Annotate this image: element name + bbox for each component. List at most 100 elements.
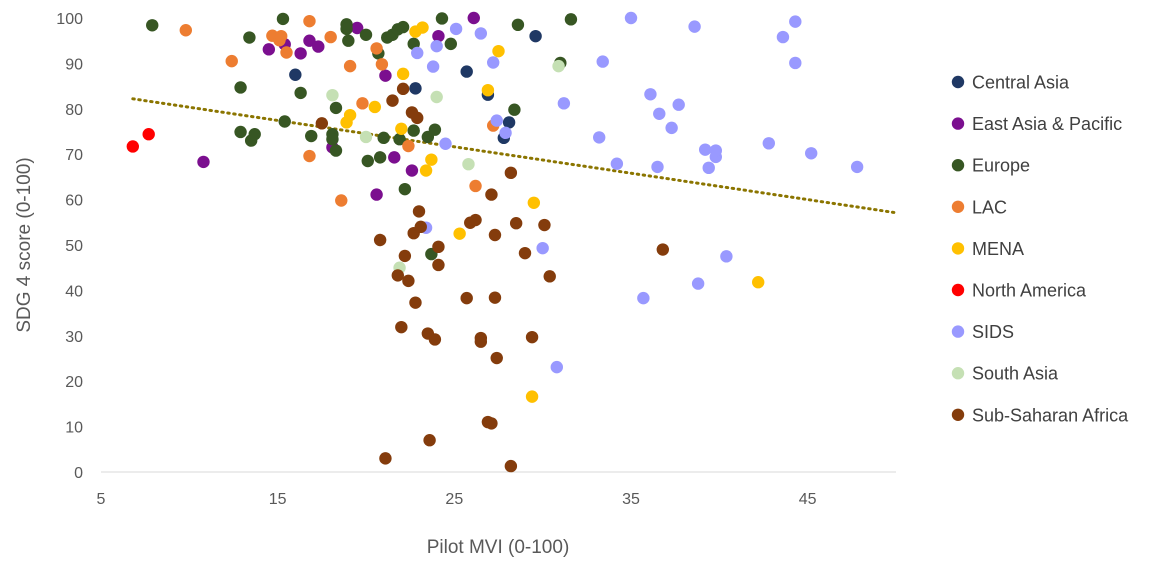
series-sids xyxy=(411,11,864,374)
data-point xyxy=(543,270,556,283)
data-point xyxy=(312,40,325,53)
legend-label: Sub-Saharan Africa xyxy=(972,405,1129,425)
data-point xyxy=(243,31,256,44)
data-point xyxy=(289,68,302,81)
data-point xyxy=(395,320,408,334)
data-point xyxy=(488,228,502,242)
data-point xyxy=(412,205,426,218)
legend-item: Europe xyxy=(951,156,1030,176)
data-point xyxy=(653,107,666,120)
series-europe xyxy=(146,12,578,261)
legend-item: SIDS xyxy=(951,322,1014,342)
series-mena xyxy=(340,21,765,403)
data-point xyxy=(430,39,443,53)
data-point xyxy=(474,335,488,348)
data-point xyxy=(665,121,678,135)
data-point xyxy=(377,131,390,145)
data-point xyxy=(432,240,445,254)
data-point xyxy=(509,217,523,230)
x-tick-label: 45 xyxy=(799,491,817,508)
legend-marker xyxy=(951,325,965,338)
data-point xyxy=(564,13,578,26)
legend-marker xyxy=(951,159,965,172)
data-point xyxy=(409,82,422,95)
data-point xyxy=(315,117,329,130)
data-point xyxy=(294,47,307,60)
legend-item: Sub-Saharan Africa xyxy=(951,405,1129,425)
data-point xyxy=(428,123,442,136)
data-point xyxy=(407,124,420,137)
data-point xyxy=(303,14,316,28)
y-tick-label: 30 xyxy=(65,329,83,346)
data-point xyxy=(557,97,571,110)
y-tick-label: 50 xyxy=(65,238,83,255)
data-point xyxy=(449,22,463,36)
data-point xyxy=(276,12,290,26)
y-tick-label: 100 xyxy=(56,11,83,28)
data-point xyxy=(396,20,410,34)
data-point xyxy=(342,34,355,47)
x-tick-label: 5 xyxy=(97,491,106,508)
data-point xyxy=(538,218,551,232)
data-point xyxy=(391,269,404,282)
legend-label: LAC xyxy=(972,197,1007,217)
data-point xyxy=(305,129,318,143)
data-point xyxy=(359,28,373,41)
legend-label: North America xyxy=(972,281,1087,301)
data-point xyxy=(511,18,525,32)
data-point xyxy=(359,130,373,144)
data-point xyxy=(596,55,609,68)
y-tick-label: 0 xyxy=(74,465,83,482)
data-point xyxy=(752,276,765,289)
data-point xyxy=(370,188,383,201)
data-point xyxy=(414,220,427,234)
data-point xyxy=(850,160,864,174)
data-point xyxy=(146,19,159,32)
data-point xyxy=(435,12,449,25)
legend-item: East Asia & Pacific xyxy=(951,114,1122,134)
data-point xyxy=(402,274,415,288)
axes-layer: 0 10 20 30 40 50 60 70 80 90 100 5 15 25 35 45 xyxy=(56,11,896,508)
data-point xyxy=(789,15,802,28)
data-point xyxy=(425,153,438,166)
data-point xyxy=(368,100,382,114)
legend-label: Europe xyxy=(972,156,1030,176)
data-point xyxy=(610,157,624,170)
data-point xyxy=(552,59,565,73)
x-tick-label: 15 xyxy=(269,491,287,508)
data-point xyxy=(485,417,498,430)
data-point xyxy=(453,227,466,240)
data-point xyxy=(691,277,705,290)
data-point xyxy=(396,67,410,81)
trendline-layer xyxy=(131,97,898,215)
x-axis-title: Pilot MVI (0-100) xyxy=(427,537,570,558)
y-tick-label: 60 xyxy=(65,193,83,210)
data-point xyxy=(593,131,606,144)
series-north-america xyxy=(126,128,155,153)
data-point xyxy=(426,60,440,73)
data-point xyxy=(672,98,685,111)
data-point xyxy=(504,459,518,473)
data-point xyxy=(350,21,364,35)
data-point xyxy=(275,29,288,43)
data-point xyxy=(720,250,733,263)
legend-label: SIDS xyxy=(972,322,1014,342)
data-point xyxy=(488,291,502,304)
data-point xyxy=(490,351,503,365)
data-point xyxy=(499,126,512,140)
legend-marker xyxy=(951,283,965,297)
legend-marker xyxy=(951,408,965,421)
legend-item: South Asia xyxy=(951,364,1059,384)
legend-item: LAC xyxy=(951,197,1007,217)
data-point xyxy=(197,155,210,169)
data-point xyxy=(776,30,790,44)
data-point xyxy=(398,182,412,196)
data-point xyxy=(356,97,369,110)
series-lac xyxy=(179,14,500,207)
legend-label: MENA xyxy=(972,239,1024,259)
legend: Central Asia East Asia & Pacific Europe LAC… xyxy=(951,73,1129,425)
data-point xyxy=(373,233,387,247)
legend-marker xyxy=(951,75,965,89)
data-point xyxy=(248,128,261,141)
data-point xyxy=(343,108,357,122)
